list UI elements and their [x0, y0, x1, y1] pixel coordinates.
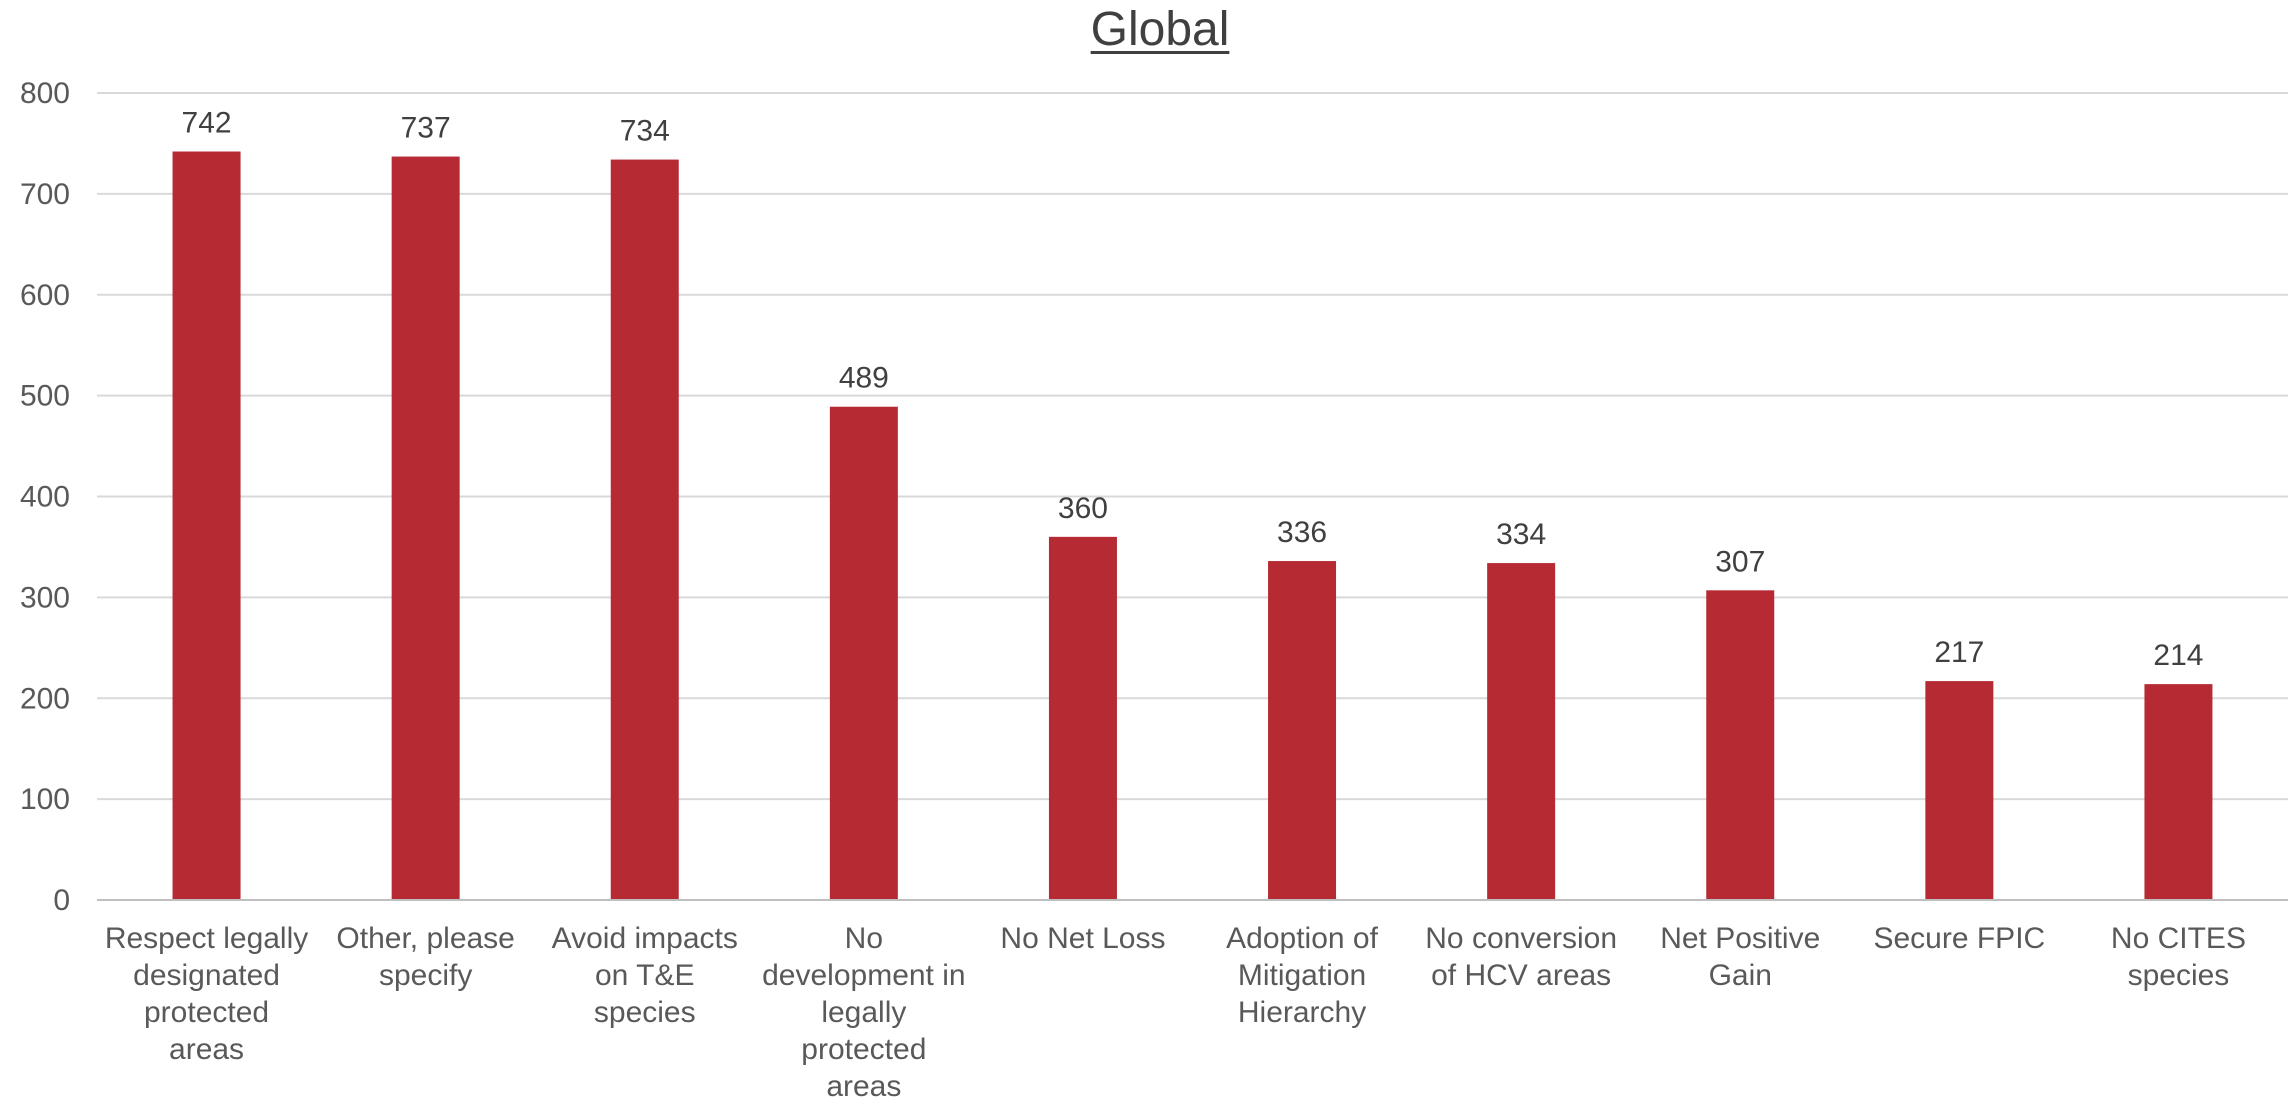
data-label: 214 [2153, 639, 2203, 672]
bar [1925, 681, 1994, 900]
category-label: Gain [1709, 959, 1772, 992]
y-tick-label: 500 [20, 380, 70, 413]
bars [172, 151, 2213, 900]
category-label: Respect legally [105, 922, 308, 955]
category-label: legally [821, 996, 906, 1029]
category-label: Hierarchy [1238, 996, 1366, 1029]
y-tick-label: 400 [20, 481, 70, 514]
y-tick-label: 100 [20, 783, 70, 816]
bar [1268, 561, 1337, 900]
category-label: Mitigation [1238, 959, 1366, 992]
category-label: species [2128, 959, 2230, 992]
category-label: No [845, 922, 883, 955]
y-axis-ticks: 0 100 200 300 400 500 600 700 800 [20, 77, 70, 917]
y-tick-label: 800 [20, 77, 70, 110]
category-label: No Net Loss [1000, 922, 1165, 955]
data-labels: 742 737 734 489 360 336 334 307 217 214 [182, 107, 2204, 673]
category-label: species [594, 996, 696, 1029]
bar [172, 151, 241, 900]
category-label: protected [801, 1033, 926, 1066]
category-label: areas [826, 1070, 901, 1098]
category-label: protected [144, 996, 269, 1029]
bar [1048, 536, 1117, 900]
category-label: of HCV areas [1431, 959, 1611, 992]
y-tick-label: 300 [20, 581, 70, 614]
data-label: 734 [620, 115, 670, 148]
x-axis-categories: Respect legally designated protected areas O… [105, 922, 2246, 1098]
data-label: 737 [401, 112, 451, 145]
category-label: Adoption of [1226, 922, 1378, 955]
category-label: Other, please [336, 922, 514, 955]
gridlines [97, 92, 2288, 801]
bar [1487, 563, 1556, 900]
category-label: Secure FPIC [1873, 922, 2045, 955]
bar [1706, 590, 1775, 900]
category-label: No conversion [1425, 922, 1617, 955]
category-label: on T&E [595, 959, 695, 992]
data-label: 307 [1715, 545, 1765, 578]
data-label: 742 [182, 107, 232, 140]
category-label: Avoid impacts [552, 922, 738, 955]
bar [610, 159, 679, 900]
bar [391, 156, 460, 900]
chart-title: Global [1090, 3, 1230, 56]
y-tick-label: 600 [20, 279, 70, 312]
category-label: No CITES [2111, 922, 2246, 955]
data-label: 489 [839, 362, 889, 395]
y-tick-label: 0 [53, 884, 70, 917]
bar [829, 406, 898, 900]
bar [2144, 684, 2213, 900]
category-label: specify [379, 959, 472, 992]
data-label: 334 [1496, 518, 1546, 551]
data-label: 336 [1277, 516, 1327, 549]
category-label: areas [169, 1033, 244, 1066]
y-tick-label: 700 [20, 178, 70, 211]
y-tick-label: 200 [20, 682, 70, 715]
category-label: designated [133, 959, 280, 992]
data-label: 217 [1934, 636, 1984, 669]
data-label: 360 [1058, 492, 1108, 525]
category-label: development in [762, 959, 965, 992]
category-label: Net Positive [1660, 922, 1820, 955]
